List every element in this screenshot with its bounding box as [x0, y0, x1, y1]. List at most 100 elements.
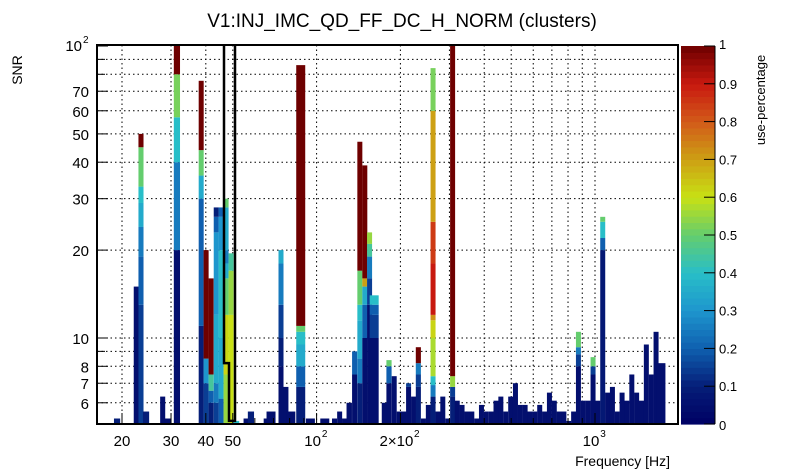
y-axis-label: SNR — [9, 55, 25, 85]
heatmap-cell — [450, 396, 456, 424]
heatmap-cell — [352, 374, 358, 424]
colorbar-swatch — [681, 367, 715, 375]
colorbar-swatch — [681, 411, 715, 419]
heatmap-cell — [415, 374, 421, 387]
heatmap-cell — [218, 338, 224, 399]
heatmap-cell — [464, 411, 470, 424]
frequency-column — [522, 404, 528, 424]
heatmap-cell — [223, 278, 229, 315]
heatmap-cell — [367, 232, 373, 244]
frequency-column — [362, 165, 368, 424]
heatmap-cell — [223, 374, 229, 424]
heatmap-cell — [138, 186, 144, 203]
heatmap-cell — [474, 418, 480, 424]
frequency-column — [488, 411, 494, 424]
heatmap-cell — [638, 400, 644, 424]
x-tick-label-exponent: 2 — [414, 429, 420, 440]
frequency-column — [580, 400, 586, 424]
frequency-column — [498, 396, 504, 424]
heatmap-cell — [357, 141, 363, 271]
heatmap-cell — [430, 68, 436, 111]
heatmap-cell — [386, 383, 392, 424]
frequency-column — [478, 404, 484, 424]
heatmap-cell — [278, 304, 284, 338]
colorbar-swatch — [681, 304, 715, 312]
heatmap-cell — [296, 366, 306, 387]
heatmap-cell — [600, 216, 606, 222]
heatmap-cell — [643, 344, 649, 424]
frequency-column — [551, 400, 557, 424]
heatmap-cell — [600, 221, 606, 239]
heatmap-cell — [362, 286, 368, 305]
colorbar-swatch — [681, 64, 715, 72]
heatmap-cell — [342, 418, 348, 424]
frequency-column — [464, 411, 470, 424]
colorbar-swatch — [681, 260, 715, 268]
x-axis-label: Frequency [Hz] — [575, 453, 670, 469]
colorbar-swatch — [681, 228, 715, 236]
heatmap-cells — [113, 46, 666, 424]
colorbar-swatch — [681, 222, 715, 230]
frequency-column — [595, 400, 601, 424]
colorbar-swatch — [681, 46, 715, 53]
heatmap-cell — [508, 396, 514, 424]
colorbar-swatch — [681, 373, 715, 381]
frequency-column — [634, 392, 640, 424]
frequency-column — [243, 418, 249, 424]
heatmap-cell — [430, 376, 436, 386]
heatmap-cell — [415, 363, 421, 375]
heatmap-cell — [286, 411, 296, 424]
heatmap-cell — [357, 383, 363, 424]
heatmap-cell — [213, 207, 219, 217]
heatmap-cell — [590, 374, 596, 424]
frequency-column — [420, 418, 426, 424]
colorbar-swatch — [681, 134, 715, 142]
frequency-column — [483, 411, 489, 424]
frequency-column — [228, 253, 234, 424]
frequency-column — [600, 216, 606, 424]
heatmap-cell — [138, 133, 144, 148]
colorbar-swatch — [681, 52, 715, 60]
frequency-column — [585, 400, 591, 424]
frequency-column — [164, 418, 171, 424]
colorbar-swatch — [681, 83, 715, 91]
y-tick-label: 70 — [72, 84, 89, 101]
colorbar-swatch — [681, 159, 715, 167]
frequency-column — [286, 411, 296, 424]
colorbar-swatch — [681, 386, 715, 394]
heatmap-cell — [369, 314, 379, 338]
colorbar-swatch — [681, 342, 715, 349]
x-tick-label: 10 — [583, 433, 600, 450]
frequency-column — [305, 418, 315, 424]
heatmap-cell — [203, 358, 209, 384]
colorbar-swatch — [681, 58, 715, 66]
frequency-column — [396, 411, 402, 424]
heatmap-cell — [575, 366, 581, 424]
colorbar-swatch — [681, 140, 715, 148]
frequency-column — [648, 374, 654, 424]
heatmap-cell — [142, 411, 150, 424]
frequency-column — [445, 418, 451, 424]
x-tick-label: 20 — [114, 433, 131, 450]
heatmap-cell — [634, 392, 640, 424]
frequency-column — [266, 411, 276, 424]
frequency-column — [415, 347, 421, 424]
frequency-column — [566, 420, 572, 424]
heatmap-cell — [357, 320, 363, 359]
frequency-column — [624, 400, 630, 424]
heatmap-cell — [430, 314, 436, 321]
heatmap-cell — [223, 250, 229, 264]
heatmap-cell — [571, 411, 577, 424]
heatmap-cell — [133, 286, 139, 424]
heatmap-cell — [320, 418, 330, 424]
colorbar-swatch — [681, 153, 715, 160]
x-axis: 20 30 40 50 10 2 2×10 2 10 3 — [114, 413, 606, 450]
frequency-column — [263, 418, 269, 424]
frequency-column — [337, 411, 343, 424]
frequency-column — [527, 411, 533, 424]
colorbar-swatch — [681, 279, 715, 286]
colorbar-tick-label: 0.7 — [719, 152, 737, 167]
frequency-column — [575, 331, 581, 424]
heatmap-cell — [228, 314, 234, 424]
frequency-column — [532, 411, 538, 424]
